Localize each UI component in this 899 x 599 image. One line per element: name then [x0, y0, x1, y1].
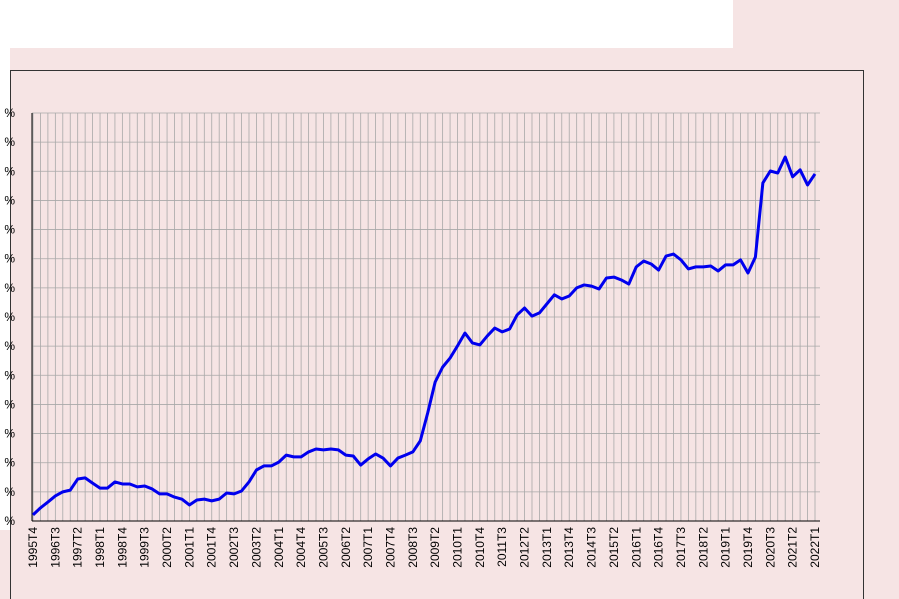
x-tick-label: 2007T1 [361, 527, 375, 568]
x-tick-label: 2021T2 [786, 527, 800, 568]
y-tick-label: % [4, 456, 15, 470]
y-tick-label: % [4, 339, 15, 353]
y-tick-label: % [4, 368, 15, 382]
x-tick-label: 2008T3 [406, 527, 420, 568]
x-tick-label: 1999T3 [138, 527, 152, 568]
x-tick-label: 2016T1 [629, 527, 643, 568]
x-tick-label: 2020T3 [763, 527, 777, 568]
x-tick-label: 2012T2 [518, 527, 532, 568]
x-tick-label: 2003T2 [249, 527, 263, 568]
x-tick-label: 2004T4 [294, 527, 308, 568]
x-tick-label: 2001T4 [205, 527, 219, 568]
y-tick-label: % [4, 252, 15, 266]
x-tick-label: 1995T4 [26, 527, 40, 568]
y-tick-label: % [4, 397, 15, 411]
x-tick-label: 2007T4 [383, 527, 397, 568]
x-tick-label: 2019T1 [719, 527, 733, 568]
y-tick-label: % [4, 281, 15, 295]
x-tick-label: 2009T2 [428, 527, 442, 568]
y-tick-label: % [4, 164, 15, 178]
header-box [0, 0, 733, 48]
x-tick-label: 2011T3 [495, 527, 509, 567]
y-tick-label: % [4, 514, 15, 528]
x-tick-label: 2013T1 [540, 527, 554, 568]
left-strip [0, 48, 10, 530]
x-tick-label: 2019T4 [741, 527, 755, 568]
x-tick-label: 2006T2 [339, 527, 353, 568]
y-tick-label: % [4, 310, 15, 324]
y-tick-label: % [4, 223, 15, 237]
x-tick-label: 2001T1 [182, 527, 196, 568]
x-tick-label: 1997T2 [71, 527, 85, 568]
x-tick-label: 1996T3 [48, 527, 62, 568]
x-tick-label: 1998T1 [93, 527, 107, 568]
y-tick-label: % [4, 485, 15, 499]
y-tick-label: % [4, 106, 15, 120]
x-tick-label: 2016T4 [652, 527, 666, 568]
line-series [31, 155, 817, 516]
y-tick-label: % [4, 427, 15, 441]
x-tick-label: 2010T1 [451, 527, 465, 568]
x-tick-label: 2000T2 [160, 527, 174, 568]
y-tick-label: % [4, 193, 15, 207]
x-tick-label: 2004T1 [272, 527, 286, 568]
x-tick-label: 2022T1 [808, 527, 822, 568]
x-tick-label: 2013T4 [562, 527, 576, 568]
x-tick-label: 2014T3 [585, 527, 599, 568]
x-tick-label: 2015T2 [607, 527, 621, 568]
x-tick-label: 2018T2 [696, 527, 710, 568]
y-tick-label: % [4, 135, 15, 149]
x-tick-label: 1998T4 [115, 527, 129, 568]
x-tick-label: 2017T3 [674, 527, 688, 568]
x-tick-label: 2010T4 [473, 527, 487, 568]
x-tick-label: 2002T3 [227, 527, 241, 568]
x-tick-label: 2005T3 [316, 527, 330, 568]
